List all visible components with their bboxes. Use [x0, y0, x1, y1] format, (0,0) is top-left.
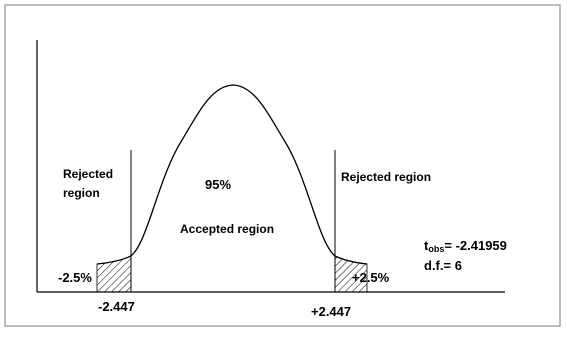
t-observed-value: = -2.41959 [444, 238, 507, 253]
accepted-percent-label: 95% [205, 177, 231, 192]
rejected-region-right-label: Rejected region [341, 170, 431, 184]
rejected-region-left-label-line1: Rejected [63, 167, 113, 181]
rejected-region-left-label-line2: region [63, 186, 100, 200]
t-observed-label: tobs= -2.41959 [424, 238, 507, 254]
t-observed-symbol: t [424, 238, 429, 253]
accepted-region-label: Accepted region [180, 222, 274, 236]
tail-left-percent-label: -2.5% [58, 270, 92, 285]
t-observed-subscript: obs [428, 244, 444, 254]
critical-value-right-label: +2.447 [311, 304, 351, 319]
degrees-of-freedom-label: d.f.= 6 [424, 258, 462, 273]
critical-value-left-label: -2.447 [98, 299, 135, 314]
distribution-curve [96, 84, 368, 265]
figure-frame [4, 4, 561, 327]
tail-right-percent-label: +2.5% [352, 270, 390, 285]
